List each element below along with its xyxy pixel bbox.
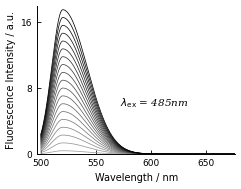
- X-axis label: Wavelength / nm: Wavelength / nm: [95, 174, 178, 184]
- Text: $\lambda_{\rm ex}$ = 485nm: $\lambda_{\rm ex}$ = 485nm: [120, 96, 188, 110]
- Y-axis label: Fluorescence Intensity / a.u.: Fluorescence Intensity / a.u.: [6, 11, 16, 149]
